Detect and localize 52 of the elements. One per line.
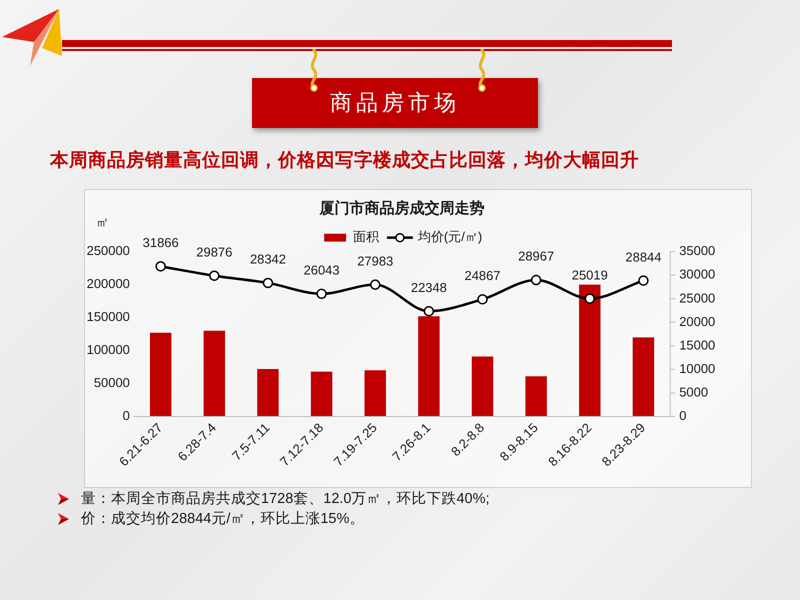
- y-tick-label: 50000: [94, 375, 130, 390]
- y2-tick-label: 0: [679, 408, 686, 424]
- legend-label: 面积: [353, 229, 380, 244]
- y2-tick-label: 10000: [679, 360, 716, 376]
- bar: [204, 330, 226, 416]
- bar: [418, 316, 440, 416]
- y2-tick-label: 20000: [679, 314, 716, 329]
- data-label: 28967: [518, 248, 554, 264]
- data-label: 27983: [357, 253, 394, 268]
- text: 量：本周全市商品房共成交1728套、12.0万㎡，环比下跌40%;: [81, 490, 490, 508]
- bar: [364, 370, 386, 416]
- data-label: 22348: [410, 280, 447, 295]
- point: [209, 270, 220, 281]
- bar: [150, 332, 172, 416]
- banner: 商品房市场: [252, 78, 538, 128]
- y2-tick-label: 35000: [679, 243, 716, 258]
- data-label: 28844: [625, 249, 662, 264]
- point: [477, 294, 488, 305]
- data-label: 24867: [464, 268, 501, 284]
- point: [155, 261, 166, 272]
- point: [262, 278, 274, 288]
- point: [638, 275, 649, 286]
- y-tick-label: 250000: [86, 243, 130, 258]
- text: 本周商品房销量高位回调，价格因写字楼成交占比回落，均价大幅回升: [50, 148, 639, 172]
- bar: [472, 356, 494, 416]
- y-tick-label: 150000: [86, 309, 130, 324]
- point: [584, 293, 596, 304]
- bar: [525, 376, 547, 416]
- bar: [632, 337, 654, 416]
- data-label: 31866: [142, 235, 179, 250]
- y2-tick-label: 5000: [679, 384, 708, 400]
- y2-tick-label: 15000: [679, 337, 716, 352]
- data-label: 29876: [196, 244, 232, 260]
- y2-tick-label: 30000: [679, 266, 716, 282]
- point: [530, 274, 542, 286]
- data-label: 25019: [572, 267, 608, 282]
- point: [316, 288, 327, 300]
- text: 价：成交均价28844元/㎡，环比上涨15%。: [81, 510, 364, 528]
- chart-title: 厦门市商品房成交周走势: [318, 199, 485, 217]
- y2-tick-label: 25000: [679, 290, 716, 306]
- y-tick-label: 200000: [86, 276, 130, 292]
- point: [370, 279, 380, 290]
- y-tick-label: 100000: [86, 342, 130, 358]
- data-label: 26043: [304, 262, 340, 278]
- point: [424, 306, 434, 316]
- bar: [579, 284, 601, 416]
- legend-label: 均价(元/㎡): [416, 229, 482, 244]
- bar: [310, 372, 332, 416]
- y-axis-title: ㎡: [96, 214, 109, 230]
- y-tick-label: 0: [122, 408, 130, 424]
- bar: [257, 368, 279, 416]
- data-label: 28342: [250, 252, 286, 267]
